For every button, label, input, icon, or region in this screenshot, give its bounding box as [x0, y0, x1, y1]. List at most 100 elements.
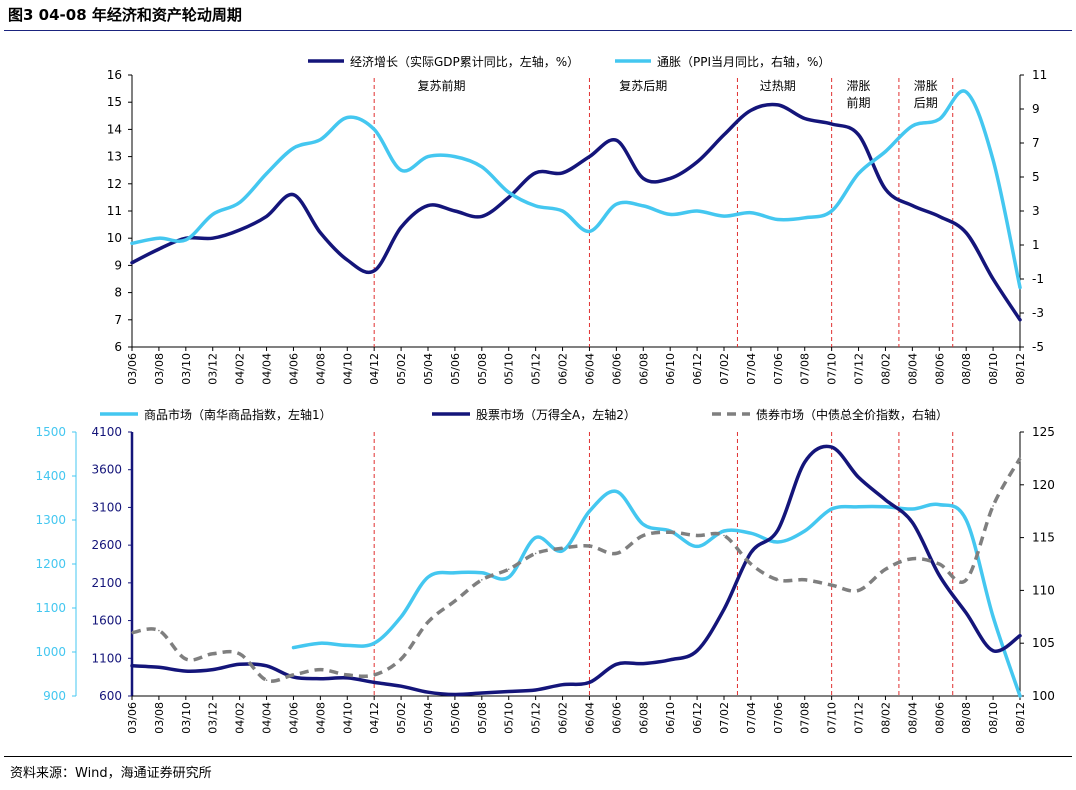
stock-index-line: [130, 444, 1022, 697]
gdp-growth-point: [588, 155, 591, 158]
ppi-inflation-point: [373, 128, 375, 131]
bond-index-point: [481, 579, 483, 581]
stock-index-point: [373, 681, 375, 684]
top-x-tick-label: 05/08: [476, 353, 489, 385]
gdp-growth-point: [373, 270, 375, 272]
gdp-growth-point: [911, 204, 914, 207]
top-x-tick-label: 05/06: [449, 353, 462, 385]
ppi-inflation-point: [238, 201, 241, 204]
stock-tick-label: 2100: [91, 576, 122, 590]
bond-index-point: [803, 579, 806, 581]
commodity-index-point: [373, 642, 375, 644]
gdp-growth-point: [696, 161, 698, 163]
bottom-x-tick-label: 04/04: [261, 702, 274, 734]
top-x-tick-label: 04/08: [314, 353, 327, 385]
bond-index-point: [965, 579, 967, 581]
gdp-growth-point: [454, 210, 456, 212]
top-right-tick-label: 1: [1032, 238, 1040, 252]
bottom-x-tick-label: 08/08: [960, 702, 973, 734]
bond-tick-label: 120: [1032, 478, 1055, 492]
top-x-tick-label: 08/08: [960, 353, 973, 385]
bottom-x-tick-label: 06/02: [557, 702, 570, 734]
stock-index-point: [938, 574, 941, 577]
top-left-tick-label: 9: [114, 258, 122, 272]
bottom-x-tick-label: 08/02: [879, 702, 892, 734]
commodity-index-point: [723, 530, 725, 532]
phase-label: 过热期: [760, 79, 796, 93]
bond-index-point: [292, 674, 295, 676]
commodity-tick-label: 1200: [35, 557, 66, 571]
ppi-inflation-point: [992, 159, 994, 161]
gdp-growth-point: [534, 172, 537, 174]
stock-index-point: [158, 666, 160, 669]
stock-index-point: [803, 461, 806, 463]
bond-index-point: [319, 668, 322, 671]
ppi-inflation-point: [346, 116, 349, 119]
bottom-x-tick-label: 03/08: [153, 702, 166, 734]
stock-index-point: [400, 685, 402, 687]
top-right-tick-label: -1: [1032, 272, 1044, 286]
bottom-x-tick-label: 08/12: [1014, 702, 1027, 734]
top-x-tick-label: 07/12: [853, 353, 866, 385]
bond-index-point: [561, 547, 564, 549]
stock-index-point: [857, 476, 860, 479]
bottom-x-tick-label: 05/02: [395, 702, 408, 734]
gdp-growth-point: [777, 104, 779, 106]
figure-title: 图3 04-08 年经济和资产轮动周期: [8, 6, 242, 24]
commodity-tick-label: 1400: [35, 469, 66, 483]
ppi-inflation-point: [319, 138, 322, 141]
top-x-tick-label: 07/02: [718, 353, 731, 385]
top-right-tick-label: -3: [1032, 306, 1044, 320]
top-x-tick-label: 06/06: [610, 353, 623, 385]
bottom-x-tick-label: 04/08: [314, 702, 327, 734]
stock-index-point: [965, 612, 967, 614]
phase-label: 复苏前期: [417, 78, 465, 93]
gdp-growth-point: [292, 193, 295, 196]
ppi-inflation-point: [158, 237, 160, 239]
ppi-inflation-point: [292, 147, 295, 149]
ppi-inflation-point: [642, 205, 645, 207]
commodity-index-point: [911, 508, 914, 510]
bottom-x-tick-label: 07/02: [718, 702, 731, 734]
gdp-growth-point: [965, 231, 967, 234]
commodity-index-point: [400, 616, 402, 618]
top-x-tick-label: 08/10: [987, 353, 1000, 385]
stock-index-point: [615, 663, 618, 666]
ppi-inflation-point: [696, 210, 698, 212]
commodity-index-point: [803, 530, 806, 532]
ppi-inflation-point: [131, 242, 133, 245]
top-x-tick-label: 03/10: [180, 353, 193, 385]
bond-index-point: [911, 557, 914, 560]
bond-index-point: [238, 652, 241, 655]
ppi-inflation-point: [723, 215, 725, 217]
ppi-inflation-point: [777, 218, 779, 221]
commodity-index-point: [830, 508, 833, 510]
top-left-tick-label: 11: [107, 204, 122, 218]
bond-index-point: [884, 568, 887, 571]
top-right-tick-label: 5: [1032, 170, 1040, 184]
commodity-index-point: [534, 536, 537, 539]
stock-index-point: [777, 529, 779, 531]
commodity-index-point: [884, 506, 887, 508]
bond-index-point: [992, 505, 994, 507]
stock-index-point: [561, 683, 564, 686]
top-left-tick-label: 7: [114, 313, 122, 327]
stock-index-point: [481, 692, 483, 694]
bottom-x-tick-label: 06/12: [691, 702, 704, 734]
top-x-tick-label: 06/10: [664, 353, 677, 385]
commodity-tick-label: 1000: [35, 645, 66, 659]
top-x-tick-label: 08/04: [906, 353, 919, 385]
bond-index-point: [588, 545, 591, 547]
ppi-inflation-point: [534, 205, 537, 207]
bond-index-point: [669, 531, 671, 534]
bottom-x-tick-label: 06/04: [583, 702, 596, 734]
commodity-index-point: [454, 572, 456, 574]
top-x-tick-label: 04/10: [341, 353, 354, 385]
stock-index-point: [669, 658, 671, 661]
top-left-tick-label: 8: [114, 286, 122, 300]
bottom-x-tick-label: 03/12: [207, 702, 220, 734]
commodity-index-point: [696, 545, 698, 548]
gdp-growth-point: [346, 259, 349, 261]
bottom-x-tick-label: 05/08: [476, 702, 489, 734]
